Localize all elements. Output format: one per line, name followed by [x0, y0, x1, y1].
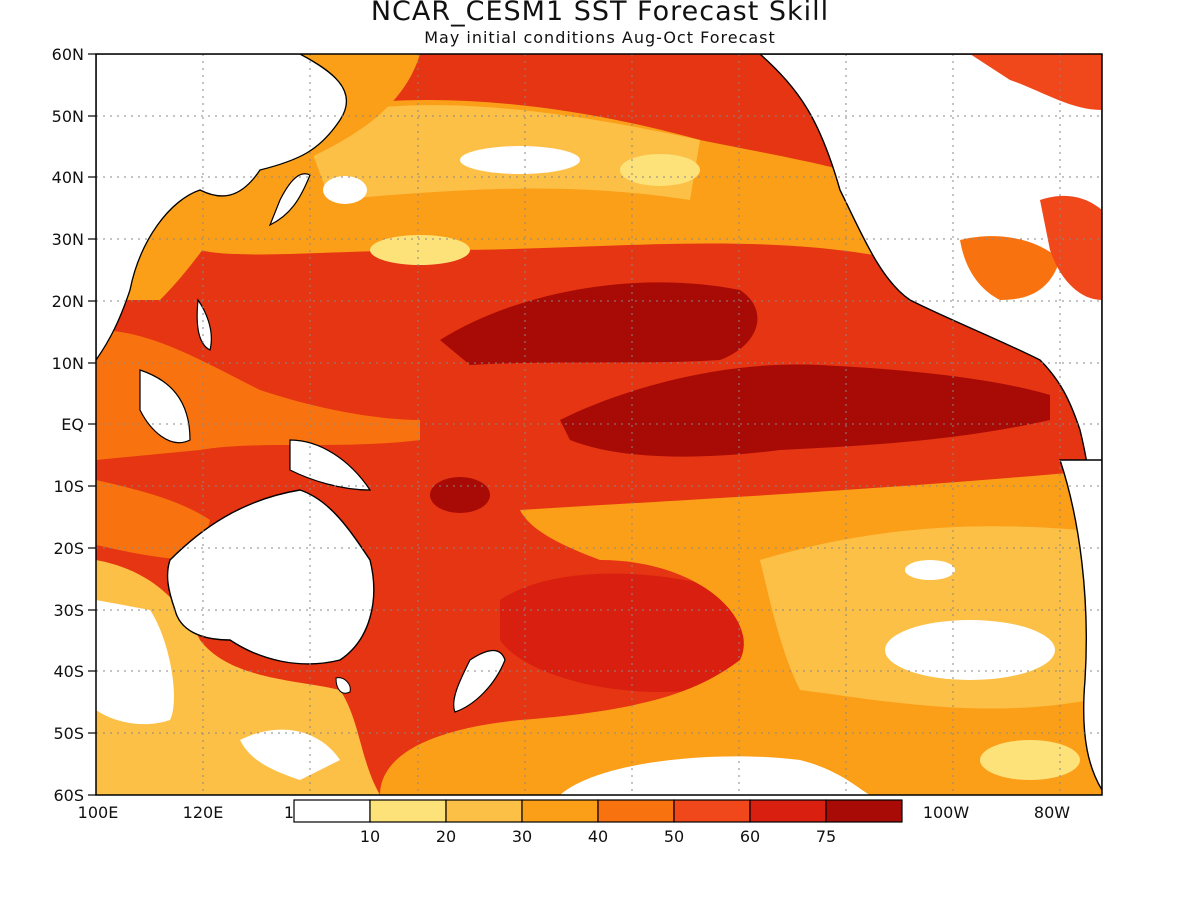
lon-label: 100E: [78, 803, 119, 822]
australia-land: [166, 489, 375, 665]
lon-labels: 100E 120E 1 100W 80W: [78, 803, 1071, 822]
map-title: NCAR_CESM1 SST Forecast Skill: [370, 0, 830, 27]
atlantic-corner: [1040, 195, 1102, 300]
lat-label: 40N: [52, 168, 84, 187]
lon-label: 100W: [923, 803, 970, 822]
lat-label: EQ: [61, 415, 84, 434]
colorbar-swatch: [521, 799, 599, 823]
lat-label: 50S: [53, 724, 84, 743]
colorbar-swatch: [597, 799, 675, 823]
map-subtitle: May initial conditions Aug-Oct Forecast: [424, 28, 776, 47]
south-america-land: [1059, 459, 1102, 792]
gridlines: [96, 54, 1102, 795]
colorbar-swatch: [749, 799, 827, 823]
colorbar-swatch: [293, 799, 371, 823]
lat-label: 30S: [53, 601, 84, 620]
asia-land: [96, 54, 347, 362]
colorbar-swatch: [825, 799, 903, 823]
new-zealand-land: [453, 650, 506, 713]
lat-labels: 60N 50N 40N 30N 20N 10N EQ 10S 20S 30S 4…: [52, 45, 84, 805]
lat-label: 60S: [53, 786, 84, 805]
colorbar-label: 20: [436, 827, 456, 846]
lon-label: 1: [284, 803, 294, 822]
skill-field: [96, 54, 1102, 795]
hudson-area: [970, 54, 1102, 110]
lat-ticks: [88, 53, 96, 796]
colorbar-label: 60: [740, 827, 760, 846]
philippines-land: [196, 298, 212, 351]
lat-label: 60N: [52, 45, 84, 64]
lat-label: 50N: [52, 107, 84, 126]
tasmania-land: [335, 677, 351, 694]
colorbar-label: 30: [512, 827, 532, 846]
japan-land: [268, 173, 311, 227]
lat-label: 10N: [52, 354, 84, 373]
new-guinea-land: [289, 439, 372, 491]
colorbar-swatch: [445, 799, 523, 823]
lat-label: 20N: [52, 292, 84, 311]
colorbar-label: 50: [664, 827, 684, 846]
lon-label: 120E: [183, 803, 224, 822]
lat-label: 20S: [53, 539, 84, 558]
colorbar-label: 75: [816, 827, 836, 846]
gulf-of-mexico: [960, 236, 1060, 300]
lat-label: 10S: [53, 477, 84, 496]
colorbar-label: 10: [360, 827, 380, 846]
colorbar-swatch: [673, 799, 751, 823]
colorbar-swatch: [369, 799, 447, 823]
lon-label: 80W: [1034, 803, 1070, 822]
lat-label: 40S: [53, 662, 84, 681]
lat-label: 30N: [52, 230, 84, 249]
colorbar-label: 40: [588, 827, 608, 846]
colorbar: 10 20 30 40 50 60 75: [293, 799, 903, 846]
